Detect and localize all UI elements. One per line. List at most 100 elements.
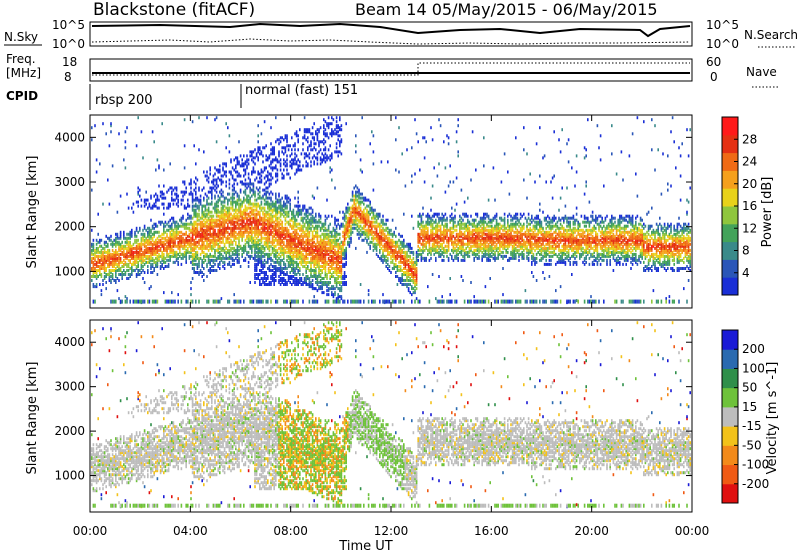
power-cell	[340, 250, 343, 254]
power-cell	[337, 293, 339, 297]
power-cell	[263, 254, 266, 258]
power-cell	[289, 144, 291, 148]
power-cell	[318, 281, 320, 284]
power-cell	[139, 256, 141, 260]
power-cell	[142, 256, 144, 260]
power-cell	[379, 256, 381, 260]
power-cell	[143, 254, 146, 258]
power-cell	[142, 238, 144, 242]
power-cell	[227, 256, 229, 260]
power-cell	[156, 248, 159, 252]
power-cell	[123, 158, 125, 162]
power-cell	[283, 236, 285, 240]
power-cell	[198, 260, 200, 264]
power-cell	[230, 230, 232, 234]
power-cell	[337, 218, 339, 222]
power-cell	[220, 206, 223, 210]
power-cell	[271, 265, 274, 268]
power-cell	[222, 190, 224, 194]
power-cell	[249, 220, 251, 224]
power-cell	[246, 226, 248, 230]
power-cell	[311, 260, 314, 264]
power-cell	[334, 260, 336, 264]
power-cell	[171, 198, 173, 202]
power-cell	[348, 212, 351, 216]
power-cell	[278, 226, 280, 230]
power-cell	[311, 256, 314, 260]
power-cell	[207, 254, 210, 258]
power-cell	[289, 234, 291, 238]
power-cell	[183, 252, 186, 256]
power-cell	[300, 260, 303, 264]
power-cell	[359, 283, 362, 286]
power-cell	[382, 214, 384, 218]
power-cell	[297, 262, 299, 266]
power-cell	[267, 210, 269, 214]
power-cell	[95, 260, 98, 264]
power-cell	[286, 271, 288, 274]
power-cell	[244, 256, 247, 260]
power-cell	[142, 234, 144, 238]
power-cell	[319, 238, 322, 242]
power-cell	[268, 218, 271, 222]
power-cell	[211, 226, 213, 230]
power-cell	[334, 281, 336, 284]
power-cell	[331, 267, 333, 270]
power-cell	[401, 248, 403, 252]
power-cell	[239, 164, 242, 168]
power-cell	[257, 277, 259, 280]
power-cell	[279, 238, 282, 242]
power-cell	[295, 283, 298, 286]
power-cell	[329, 248, 331, 252]
power-cell	[103, 265, 106, 268]
power-cell	[244, 228, 247, 232]
power-cell	[311, 252, 314, 256]
power-cell	[286, 283, 288, 286]
power-cell	[127, 236, 130, 240]
power-cell	[239, 246, 242, 250]
power-cell	[340, 248, 343, 252]
power-cell	[329, 234, 331, 238]
power-cell	[110, 122, 112, 126]
power-cell	[337, 267, 339, 270]
power-cell	[323, 156, 325, 160]
power-cell	[212, 230, 215, 234]
power-cell	[249, 214, 251, 218]
power-cell	[267, 176, 269, 180]
power-cell	[169, 234, 171, 238]
power-cell	[398, 238, 400, 242]
power-cell	[279, 265, 282, 268]
power-cell	[259, 190, 261, 194]
power-cell	[316, 138, 319, 142]
power-cell	[164, 256, 167, 260]
power-cell	[235, 210, 237, 214]
power-cell	[257, 228, 259, 232]
power-cell	[199, 238, 202, 242]
power-cell	[188, 214, 191, 218]
power-cell	[243, 244, 245, 248]
power-cell	[97, 240, 99, 244]
power-cell	[185, 238, 187, 242]
power-cell	[311, 232, 314, 236]
power-cell	[243, 218, 245, 222]
power-cell	[337, 295, 339, 299]
nsky-left-tick-top: 10^5	[52, 18, 85, 32]
power-cell	[316, 252, 319, 256]
power-cell	[319, 273, 322, 276]
power-cell	[193, 224, 195, 228]
power-cell	[127, 240, 130, 244]
power-cell	[196, 271, 199, 274]
power-cell	[103, 242, 106, 246]
power-cell	[303, 152, 306, 156]
power-cell	[350, 212, 352, 216]
power-cell	[359, 232, 362, 236]
power-cell	[300, 234, 303, 238]
power-cell	[223, 228, 226, 232]
power-cell	[332, 295, 335, 299]
power-cell	[311, 214, 314, 218]
power-cell	[198, 208, 200, 212]
power-cell	[286, 238, 288, 242]
power-cell	[241, 164, 243, 168]
power-cell	[303, 222, 306, 226]
power-cell	[414, 289, 416, 293]
